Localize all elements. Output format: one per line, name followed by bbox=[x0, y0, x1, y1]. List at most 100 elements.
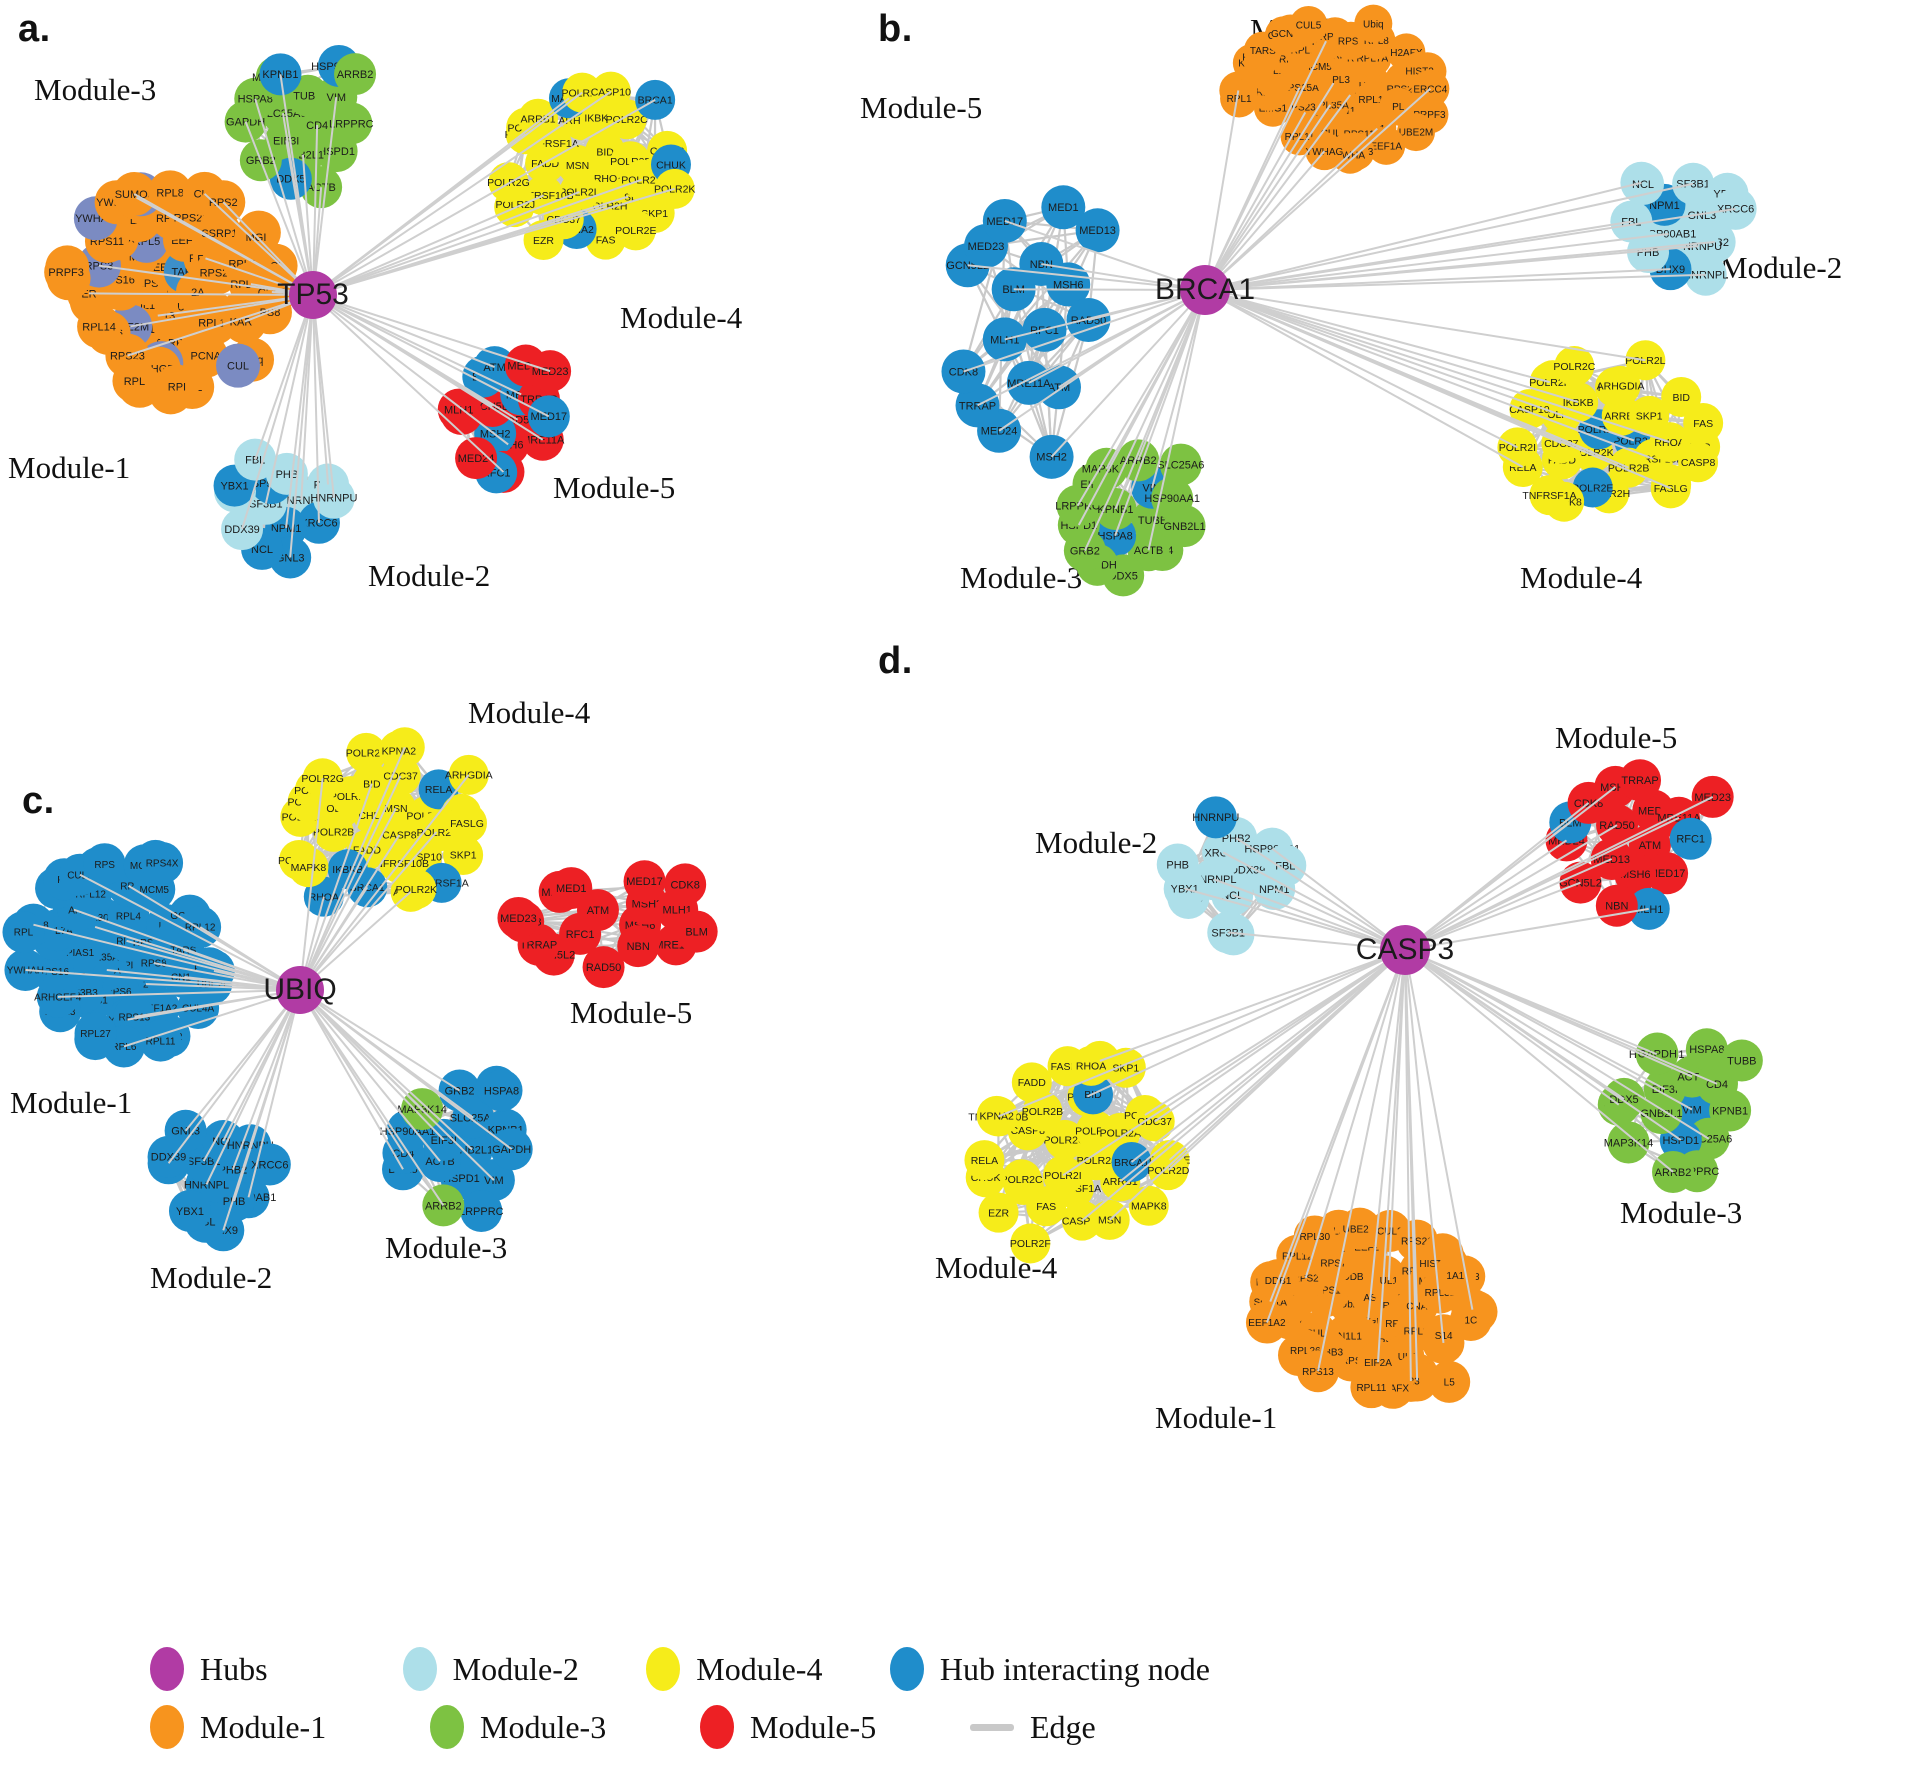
network-node[interactable]: CASP10 bbox=[591, 71, 631, 112]
panel-c-module5-label: Module-5 bbox=[570, 995, 693, 1030]
network-node[interactable]: POLR2F bbox=[1010, 1223, 1051, 1264]
module-1-swatch-icon bbox=[150, 1705, 184, 1749]
network-node[interactable]: GNL3 bbox=[164, 1109, 207, 1152]
panel-c-letter: c. bbox=[22, 780, 55, 822]
network-node[interactable]: MED23 bbox=[497, 896, 540, 939]
hub-edges bbox=[963, 40, 1736, 552]
panel-c-module3-label: Module-3 bbox=[385, 1230, 508, 1265]
network-node[interactable]: RPL bbox=[2, 911, 45, 954]
network-node[interactable]: KPNA2 bbox=[976, 1095, 1017, 1136]
network-node[interactable]: SF3B1 bbox=[1207, 911, 1250, 954]
network-node[interactable]: GNB2L1 bbox=[1163, 505, 1206, 548]
module-nodes: VIMSLC25A6HSPD1GNB2L1EIF3IACTBCD4KPNB1LR… bbox=[1597, 1028, 1763, 1193]
hub-edges bbox=[25, 746, 513, 1231]
network-node[interactable]: ARRB2 bbox=[334, 53, 377, 96]
network-node[interactable]: MED13 bbox=[1075, 208, 1120, 253]
network-node[interactable]: MAPK8 bbox=[288, 847, 329, 888]
network-node[interactable]: KPNB1 bbox=[1709, 1089, 1752, 1132]
network-node[interactable]: POLR2L bbox=[1625, 340, 1666, 381]
legend-item-hubs: Hubs bbox=[150, 1647, 403, 1691]
network-node[interactable]: Ubiq bbox=[1354, 4, 1393, 43]
network-node[interactable]: TRRAP bbox=[1619, 759, 1662, 802]
network-node[interactable]: SKP1 bbox=[1105, 1047, 1146, 1088]
network-node[interactable]: BLM bbox=[675, 910, 718, 953]
panel-d-letter: d. bbox=[878, 640, 913, 682]
module-nodes: RAD50MRE11AMSH6MSH2GCN5L2MED1TRRAPMED17N… bbox=[437, 344, 572, 494]
panel-a-module3-label: Module-3 bbox=[34, 72, 157, 107]
panel-b: b. Module-5 Module-1 Module-2 Module-3 M… bbox=[860, 0, 1923, 660]
network-node[interactable]: RPL12 bbox=[179, 906, 222, 949]
network-node[interactable]: RELA bbox=[964, 1140, 1005, 1181]
legend-label-module-5: Module-5 bbox=[750, 1708, 877, 1745]
panel-a: a. Module-3 Module-1 Module-2 Module-4 M… bbox=[0, 0, 820, 640]
network-node[interactable]: RPL27 bbox=[74, 1012, 117, 1055]
network-node[interactable]: YBX1 bbox=[168, 1189, 211, 1232]
module-nodes: TUBBCD4ACTBHSPA8KPNB1VIMHSP90AA1GNB2L1DD… bbox=[1055, 439, 1206, 597]
panel-b-module3-label: Module-3 bbox=[960, 560, 1083, 595]
module-4-swatch-icon bbox=[646, 1647, 681, 1691]
legend: Hubs Module-2 Module-4 Hub interacting n… bbox=[150, 1640, 1210, 1760]
legend-label-edge: Edge bbox=[1030, 1708, 1096, 1745]
network-node[interactable]: EZR bbox=[978, 1192, 1019, 1233]
network-node[interactable]: HSPA8 bbox=[480, 1069, 523, 1112]
network-node[interactable]: NBN bbox=[1595, 884, 1638, 927]
panel-d-module2-label: Module-2 bbox=[1035, 825, 1158, 860]
network-node[interactable]: XRCC6 bbox=[248, 1143, 291, 1186]
network-node[interactable]: TUBB bbox=[1720, 1039, 1763, 1082]
module-nodes: HNRNPLXRCC6NPM1SF3B1HSP90AB1PHBPHB2HNRNP… bbox=[213, 438, 357, 579]
network-node[interactable]: MAPK8 bbox=[1128, 1185, 1169, 1226]
network-node[interactable]: KPNA2 bbox=[378, 730, 419, 771]
network-node[interactable]: RPL11 bbox=[139, 1019, 182, 1062]
network-node[interactable]: RHOA bbox=[1071, 1045, 1112, 1086]
panel-a-letter: a. bbox=[18, 8, 51, 50]
legend-label-module-2: Module-2 bbox=[452, 1650, 579, 1687]
panel-c-module2-label: Module-2 bbox=[150, 1260, 273, 1295]
panel-a-network: CUL4BULRPS13JL1RPSEEF1ATARS2A2H2BERPL11U… bbox=[44, 44, 695, 579]
hubs-swatch-icon bbox=[150, 1647, 184, 1691]
network-node[interactable]: MED24 bbox=[455, 437, 498, 480]
legend-label-module-1: Module-1 bbox=[200, 1708, 327, 1745]
module-nodes: DDX39NPM1NCLHNRNPLXRCC6PHB2HSP90AB1FBLDH… bbox=[1156, 796, 1307, 956]
module-nodes: ATMMED17MSH6MED13RAD50MED1MRE11ARFC1MLH1… bbox=[1545, 759, 1734, 930]
network-node[interactable]: RPL1 bbox=[1220, 79, 1259, 118]
panel-a-module1-label: Module-1 bbox=[8, 450, 131, 485]
network-node[interactable]: GRB2 bbox=[438, 1069, 481, 1112]
network-node[interactable]: L5 bbox=[1428, 1360, 1471, 1403]
network-node[interactable]: RPS4X bbox=[141, 841, 184, 884]
network-node[interactable]: RPL bbox=[112, 358, 157, 403]
network-node[interactable]: CUL bbox=[216, 343, 261, 388]
network-node[interactable]: PRPF3 bbox=[44, 250, 89, 295]
panel-d-network: DDX39NPM1NCLHNRNPLXRCC6PHB2HSP90AB1FBLDH… bbox=[964, 759, 1763, 1409]
legend-label-hub-interacting-node: Hub interacting node bbox=[939, 1650, 1210, 1687]
module-3-swatch-icon bbox=[430, 1705, 464, 1749]
panel-b-letter: b. bbox=[878, 8, 913, 50]
network-node[interactable]: MED17 bbox=[623, 860, 666, 903]
hub-edges bbox=[88, 74, 675, 558]
legend-item-module-4: Module-4 bbox=[646, 1647, 890, 1691]
network-node[interactable]: GCN5L2 bbox=[1559, 861, 1602, 904]
network-node[interactable]: EEF1A2 bbox=[1245, 1301, 1288, 1344]
legend-item-module-3: Module-3 bbox=[430, 1705, 700, 1749]
module-2-swatch-icon bbox=[402, 1647, 437, 1691]
panel-c-network: CASP8CASP10TNFRSF10BFADDCHUKMSNPOLR2DPOL… bbox=[2, 727, 718, 1252]
network-node[interactable]: RAD50 bbox=[582, 946, 625, 989]
module-5-swatch-icon bbox=[700, 1705, 734, 1749]
network-node[interactable]: RFC1 bbox=[1669, 817, 1712, 860]
network-node[interactable]: RPL11 bbox=[1350, 1366, 1393, 1409]
module-nodes: CUL4BULRPS13JL1RPSEEF1ATARS2A2H2BERPL11U… bbox=[44, 170, 298, 415]
network-node[interactable]: MED23 bbox=[1691, 775, 1734, 818]
panel-c-module1-label: Module-1 bbox=[10, 1085, 133, 1120]
network-node[interactable]: CUL5 bbox=[1289, 5, 1328, 44]
network-node[interactable]: PHB bbox=[1156, 843, 1199, 886]
network-node[interactable]: CDK8 bbox=[664, 863, 707, 906]
panel-b-network: RFC1ATMMRE11AMLH1BLMNBNMSH6RAD50MSH2MED2… bbox=[941, 4, 1757, 597]
panel-b-module4-label: Module-4 bbox=[1520, 560, 1643, 595]
panel-d-module1-label: Module-1 bbox=[1155, 1400, 1278, 1435]
hub-interacting-node-swatch-icon bbox=[889, 1647, 924, 1691]
panel-d: d. Module-2 Module-5 Module-4 Module-3 M… bbox=[860, 640, 1923, 1740]
network-node[interactable]: MED1 bbox=[550, 867, 593, 910]
panel-d-module3-label: Module-3 bbox=[1620, 1195, 1743, 1230]
panel-c: c. Module-4 Module-1 Module-5 Module-2 M… bbox=[0, 640, 860, 1640]
panel-d-module5-label: Module-5 bbox=[1555, 720, 1678, 755]
